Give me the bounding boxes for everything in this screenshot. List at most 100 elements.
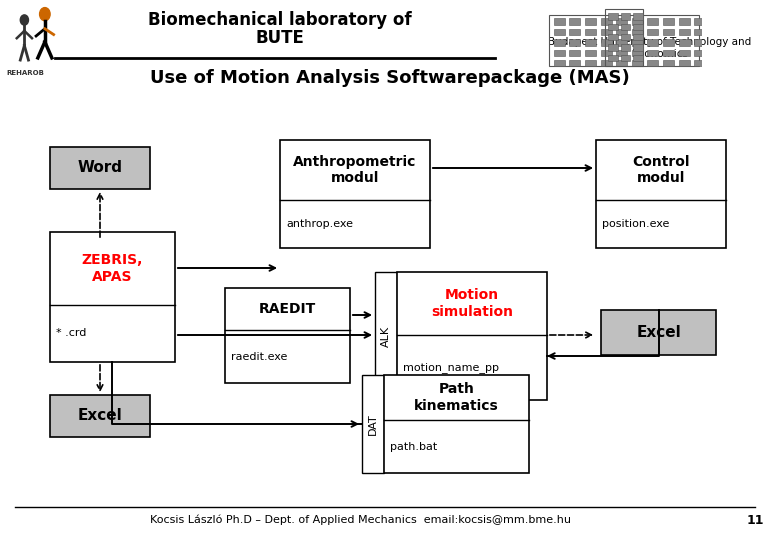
Bar — [554, 29, 565, 35]
Text: Word: Word — [77, 160, 122, 176]
Text: Control
modul: Control modul — [633, 155, 690, 185]
Text: anthrop.exe: anthrop.exe — [286, 219, 353, 229]
Bar — [585, 29, 596, 35]
Bar — [632, 29, 643, 35]
Bar — [616, 18, 627, 25]
Bar — [647, 29, 658, 35]
Bar — [632, 39, 643, 46]
Text: path.bat: path.bat — [390, 442, 438, 451]
Bar — [554, 18, 565, 25]
Bar — [554, 39, 565, 46]
Text: Biomechanical laboratory of: Biomechanical laboratory of — [148, 11, 412, 29]
Bar — [601, 60, 612, 66]
Bar — [621, 14, 630, 20]
Bar — [50, 232, 175, 362]
Bar — [616, 50, 627, 56]
Bar — [621, 34, 630, 40]
Bar — [694, 18, 705, 25]
Bar — [225, 288, 350, 383]
Text: REHAROB: REHAROB — [7, 70, 44, 76]
Text: Use of Motion Analysis Softwarepackage (MAS): Use of Motion Analysis Softwarepackage (… — [150, 69, 630, 87]
Bar — [569, 39, 580, 46]
Circle shape — [20, 15, 28, 25]
Bar — [569, 18, 580, 25]
Text: * .crd: * .crd — [56, 328, 87, 339]
Bar — [50, 147, 150, 189]
Bar — [616, 29, 627, 35]
Bar — [569, 29, 580, 35]
Text: motion_name_pp: motion_name_pp — [403, 362, 499, 373]
Bar — [375, 272, 397, 400]
Bar — [616, 60, 627, 66]
Bar — [663, 18, 674, 25]
Bar — [280, 140, 430, 248]
Bar — [647, 39, 658, 46]
Bar — [647, 60, 658, 66]
Bar — [585, 50, 596, 56]
Text: Path
kinematics: Path kinematics — [414, 382, 499, 413]
Bar — [585, 60, 596, 66]
Bar — [632, 60, 643, 66]
Bar — [569, 60, 580, 66]
Bar — [679, 60, 690, 66]
Text: Excel: Excel — [636, 325, 681, 340]
Text: Economics: Economics — [632, 49, 688, 59]
Bar — [632, 18, 643, 25]
Text: Kocsis László Ph.D – Dept. of Applied Mechanics  email:kocsis@mm.bme.hu: Kocsis László Ph.D – Dept. of Applied Me… — [150, 515, 570, 525]
Text: BUTE: BUTE — [256, 29, 304, 47]
Bar — [554, 50, 565, 56]
Text: Motion
simulation: Motion simulation — [431, 288, 513, 319]
Circle shape — [40, 8, 50, 21]
Text: 11: 11 — [746, 514, 764, 526]
Bar — [362, 375, 384, 473]
Bar — [679, 29, 690, 35]
Bar — [554, 60, 565, 66]
Bar — [549, 15, 699, 66]
Bar — [621, 55, 630, 61]
Bar — [601, 50, 612, 56]
Bar — [663, 39, 674, 46]
Text: Budapest University of Technology and: Budapest University of Technology and — [548, 37, 752, 47]
Bar — [608, 55, 618, 61]
Bar — [601, 39, 612, 46]
Text: Anthropometric
modul: Anthropometric modul — [293, 155, 417, 185]
Text: RAEDIT: RAEDIT — [259, 302, 316, 316]
Bar — [633, 44, 643, 51]
Bar — [647, 50, 658, 56]
Bar — [50, 395, 150, 437]
Bar — [608, 14, 618, 20]
Bar — [679, 18, 690, 25]
Bar — [601, 29, 612, 35]
Text: ALK: ALK — [381, 326, 391, 347]
Bar — [694, 39, 705, 46]
Bar — [608, 24, 618, 30]
Bar — [632, 50, 643, 56]
Text: raedit.exe: raedit.exe — [231, 352, 287, 361]
Bar — [663, 29, 674, 35]
Text: Excel: Excel — [78, 408, 122, 423]
Bar — [605, 9, 643, 66]
Bar — [663, 60, 674, 66]
Text: ZEBRIS,
APAS: ZEBRIS, APAS — [82, 253, 144, 284]
Bar — [384, 375, 529, 473]
Bar — [633, 14, 643, 20]
Bar — [633, 34, 643, 40]
Bar — [616, 39, 627, 46]
Bar — [694, 50, 705, 56]
Bar — [647, 18, 658, 25]
Bar — [621, 44, 630, 51]
Bar — [633, 55, 643, 61]
Bar — [585, 18, 596, 25]
Bar — [694, 60, 705, 66]
Bar — [569, 50, 580, 56]
Bar — [663, 50, 674, 56]
Bar — [608, 44, 618, 51]
Bar — [596, 140, 726, 248]
Text: DAT: DAT — [368, 413, 378, 435]
Bar — [621, 24, 630, 30]
Bar — [679, 50, 690, 56]
Bar — [679, 39, 690, 46]
Bar — [601, 310, 716, 355]
Bar — [694, 29, 705, 35]
Bar — [397, 272, 547, 400]
